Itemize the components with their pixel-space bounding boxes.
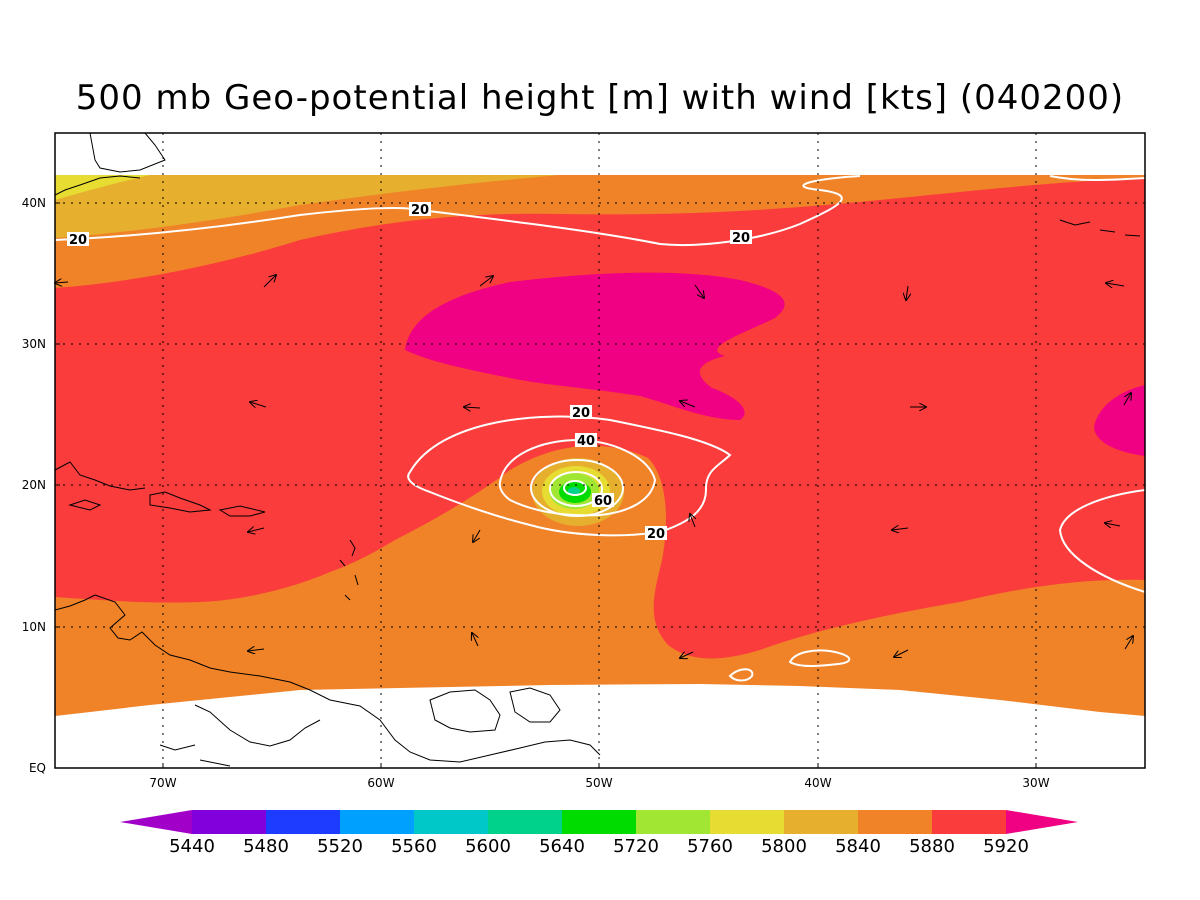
contour-label: 60 <box>594 494 612 509</box>
x-tick-label: 50W <box>585 776 612 790</box>
colorbar-segment <box>562 810 636 834</box>
colorbar-label: 5840 <box>835 836 881 857</box>
y-axis-labels: EQ 10N 20N 30N 40N <box>22 196 46 775</box>
colorbar-segment <box>636 810 710 834</box>
contour-labels: 20 20 20 20 40 60 20 <box>67 202 752 542</box>
colorbar-label: 5880 <box>909 836 955 857</box>
contour-label: 20 <box>732 231 750 246</box>
x-tick-label: 30W <box>1022 776 1049 790</box>
colorbar-label: 5480 <box>243 836 289 857</box>
y-tick-label: 40N <box>22 196 46 210</box>
x-tick-label: 60W <box>367 776 394 790</box>
y-tick-label: EQ <box>29 761 46 775</box>
colorbar-segment <box>858 810 932 834</box>
field-5960 <box>405 272 785 420</box>
tick-marks <box>55 202 1037 768</box>
field-5800 <box>55 175 150 200</box>
colorbar-label: 5760 <box>687 836 733 857</box>
colorbar-segment <box>414 810 488 834</box>
y-tick-label: 30N <box>22 337 46 351</box>
shaded-field <box>55 175 1145 716</box>
y-tick-label: 10N <box>22 620 46 634</box>
x-axis-labels: 70W 60W 50W 40W 30W <box>149 776 1049 790</box>
coastlines <box>55 133 1141 767</box>
colorbar-label: 5640 <box>539 836 585 857</box>
contour-label: 20 <box>572 406 590 421</box>
plot-frame <box>54 132 1146 769</box>
unshaded-south <box>55 684 1145 768</box>
colorbar-segment <box>710 810 784 834</box>
contour-label: 40 <box>577 434 595 449</box>
field-5840 <box>55 175 560 238</box>
colorbar-label: 5720 <box>613 836 659 857</box>
colorbar-label: 5520 <box>317 836 363 857</box>
colorbar-arrow-right <box>1006 810 1078 834</box>
graticule <box>55 133 1145 768</box>
contour-label: 20 <box>69 233 87 248</box>
colorbar-segment <box>488 810 562 834</box>
x-tick-label: 40W <box>804 776 831 790</box>
colorbar-segment <box>192 810 266 834</box>
colorbar-segment <box>266 810 340 834</box>
colorbar-label: 5560 <box>391 836 437 857</box>
colorbar-segment <box>340 810 414 834</box>
colorbar-label: 5920 <box>983 836 1029 857</box>
wind-arrows <box>55 275 1133 658</box>
x-tick-label: 70W <box>149 776 176 790</box>
colorbar: 5440 5480 5520 5560 5600 5640 5720 5760 5800 5840… <box>120 810 1078 857</box>
colorbar-label: 5440 <box>169 836 215 857</box>
field-5960-east <box>1094 385 1145 456</box>
map-title: 500 mb Geo-potential height [m] with win… <box>75 78 1125 118</box>
colorbar-segment <box>932 810 1006 834</box>
colorbar-segment <box>784 810 858 834</box>
colorbar-label: 5800 <box>761 836 807 857</box>
colorbar-arrow-left <box>120 810 192 834</box>
storm-5640 <box>568 487 580 495</box>
colorbar-label: 5600 <box>465 836 511 857</box>
unshaded-north <box>55 133 1145 175</box>
y-tick-label: 20N <box>22 478 46 492</box>
contour-label: 20 <box>647 527 665 542</box>
contour-label: 20 <box>411 203 429 218</box>
